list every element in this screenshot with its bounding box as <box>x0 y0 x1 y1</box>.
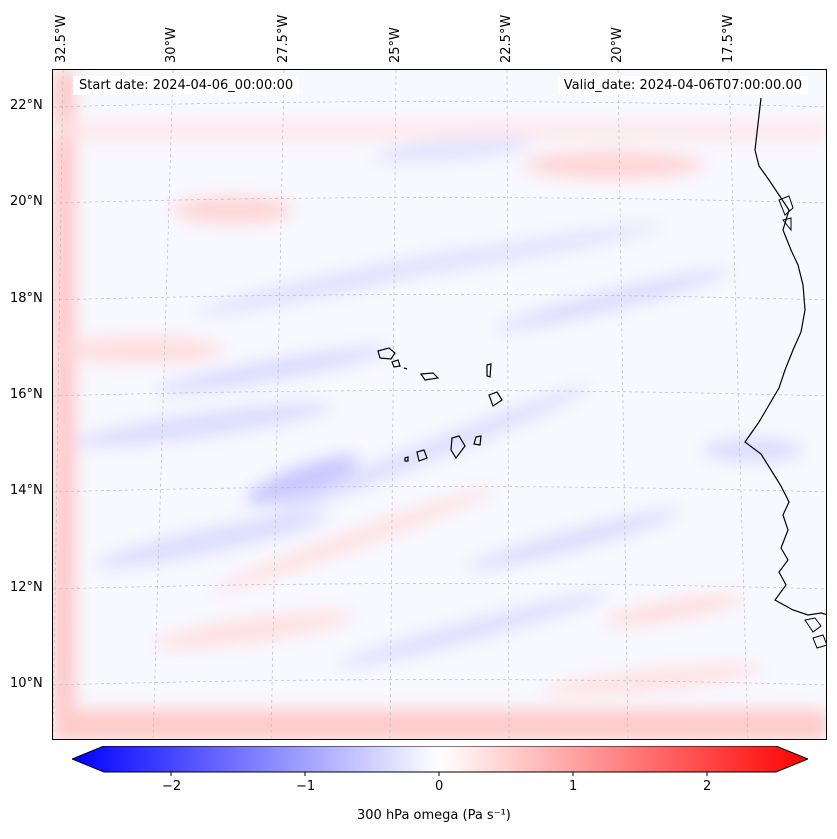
omega-field <box>53 70 826 739</box>
lon-label-32-5w: 32.5°W <box>54 14 69 63</box>
lon-label-30w: 30°W <box>164 27 179 63</box>
colorbar <box>72 746 808 776</box>
colorbar-ticks <box>170 772 708 776</box>
colorbar-tick-label-neg1: −1 <box>296 779 316 794</box>
lat-label-12n: 12°N <box>10 580 43 595</box>
cape-verde-islands <box>377 347 503 462</box>
valid-date-label: Valid_date: 2024-04-06T07:00:00.00 <box>557 76 808 95</box>
lon-label-25w: 25°W <box>388 27 403 63</box>
bissagos-islands <box>804 617 826 649</box>
omega-shading <box>53 70 826 739</box>
colorbar-tick-label-neg2: −2 <box>162 779 182 794</box>
lat-label-22n: 22°N <box>10 98 43 113</box>
lat-label-16n: 16°N <box>10 387 43 402</box>
colorbar-label: 300 hPa omega (Pa s⁻¹) <box>357 808 511 823</box>
lat-label-18n: 18°N <box>10 291 43 306</box>
lat-label-10n: 10°N <box>10 676 43 691</box>
colorbar-tick-label-1: 1 <box>569 779 578 794</box>
lat-label-14n: 14°N <box>10 483 43 498</box>
dakar-peninsula <box>778 195 794 232</box>
lon-label-20w: 20°W <box>610 27 625 63</box>
colorbar-tick-label-2: 2 <box>703 779 712 794</box>
lon-label-27-5w: 27.5°W <box>276 14 291 63</box>
colorbar-tick-label-0: 0 <box>435 779 444 794</box>
graticule <box>53 70 826 739</box>
africa-coastline <box>744 97 826 616</box>
start-date-label: Start date: 2024-04-06_00:00:00 <box>73 76 300 95</box>
map-panel: Start date: 2024-04-06_00:00:00 Valid_da… <box>52 69 827 740</box>
lon-label-17-5w: 17.5°W <box>721 14 736 63</box>
lat-label-20n: 20°N <box>10 194 43 209</box>
lon-label-22-5w: 22.5°W <box>499 14 514 63</box>
